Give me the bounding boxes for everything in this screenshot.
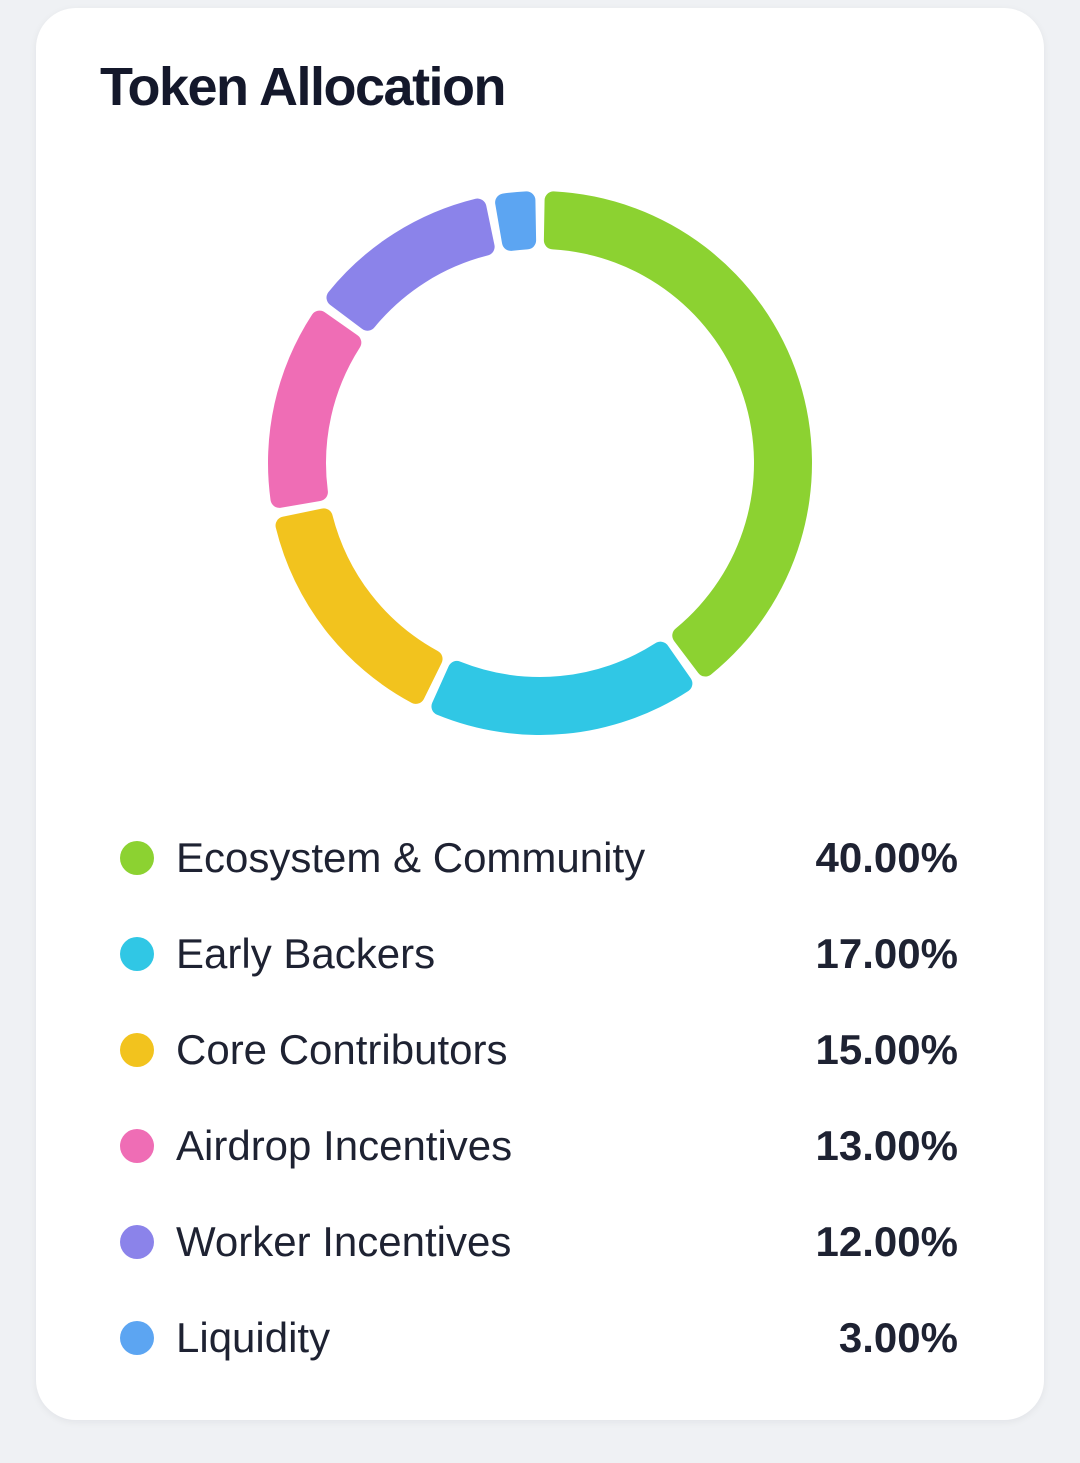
donut-segment-worker-incentives[interactable] [326,198,495,331]
token-allocation-card: Token Allocation Ecosystem & Community 4… [36,8,1044,1420]
page-title: Token Allocation [100,57,507,117]
donut-segment-early-backers[interactable] [431,641,693,736]
donut-segment-ecosystem-community[interactable] [543,191,812,677]
legend-swatch-icon [120,841,154,875]
legend-swatch-icon [120,1225,154,1259]
legend-item-core-contributors: Core Contributors 15.00% [120,1002,958,1098]
legend-label: Core Contributors [176,1026,508,1073]
legend-swatch-icon [120,1033,154,1067]
chart-legend: Ecosystem & Community 40.00% Early Backe… [120,810,958,1386]
donut-segment-airdrop-incentives[interactable] [267,310,362,508]
legend-percent: 3.00% [838,1314,958,1361]
legend-percent: 17.00% [815,930,958,977]
legend-percent: 15.00% [815,1026,958,1073]
legend-label: Airdrop Incentives [176,1122,513,1169]
legend-swatch-icon [120,1129,154,1163]
donut-segment-liquidity[interactable] [495,191,537,251]
legend-percent: 40.00% [815,834,958,881]
token-allocation-donut-chart [267,191,812,736]
legend-label: Early Backers [176,930,436,977]
legend-item-airdrop-incentives: Airdrop Incentives 13.00% [120,1098,958,1194]
donut-segment-core-contributors[interactable] [275,508,443,704]
legend-percent: 12.00% [815,1218,958,1265]
legend-item-worker-incentives: Worker Incentives 12.00% [120,1194,958,1290]
legend-swatch-icon [120,937,154,971]
legend-label: Worker Incentives [176,1218,512,1265]
legend-label: Liquidity [176,1314,331,1361]
legend-item-early-backers: Early Backers 17.00% [120,906,958,1002]
legend-label: Ecosystem & Community [176,834,646,881]
legend-item-ecosystem-community: Ecosystem & Community 40.00% [120,810,958,906]
legend-percent: 13.00% [815,1122,958,1169]
legend-swatch-icon [120,1321,154,1355]
legend-item-liquidity: Liquidity 3.00% [120,1290,958,1386]
